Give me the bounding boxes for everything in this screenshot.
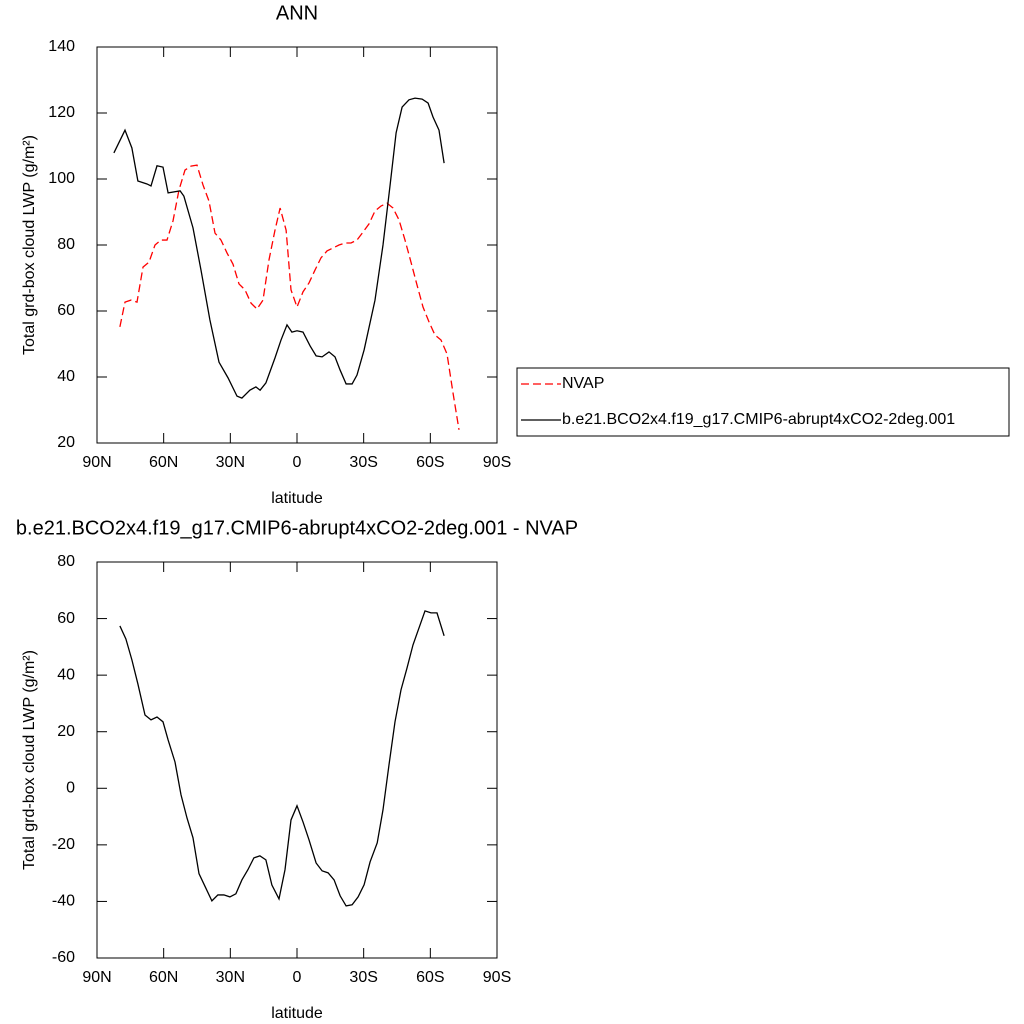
y-tick-label: 20 — [57, 723, 75, 740]
series-line — [119, 610, 445, 907]
chart-title: ANN — [276, 2, 318, 24]
x-tick-label: 90N — [82, 969, 111, 986]
y-tick-label: -40 — [52, 893, 75, 910]
y-tick-label: -60 — [52, 949, 75, 966]
legend-label: NVAP — [562, 375, 604, 392]
y-tick-label: 80 — [57, 553, 75, 570]
x-tick-label: 60S — [416, 454, 444, 471]
y-tick-label: 0 — [66, 780, 75, 797]
x-tick-label: 30N — [216, 454, 245, 471]
y-tick-label: -20 — [52, 836, 75, 853]
x-tick-label: 0 — [293, 454, 302, 471]
x-tick-label: 90S — [483, 454, 511, 471]
x-tick-label: 90N — [82, 454, 111, 471]
y-tick-label: 40 — [57, 666, 75, 683]
y-axis-label: Total grd-box cloud LWP (g/m²) — [21, 135, 38, 355]
x-tick-label: 0 — [293, 969, 302, 986]
legend-box — [516, 367, 1010, 437]
y-tick-label: 140 — [48, 38, 75, 55]
x-tick-label: 30S — [349, 454, 377, 471]
y-tick-label: 100 — [48, 170, 75, 187]
series-line — [113, 97, 445, 399]
y-axis-label: Total grd-box cloud LWP (g/m²) — [21, 650, 38, 870]
x-tick-label: 60S — [416, 969, 444, 986]
plot-frame — [96, 46, 498, 444]
legend-label: b.e21.BCO2x4.f19_g17.CMIP6-abrupt4xCO2-2… — [562, 411, 955, 428]
x-tick-label: 30S — [349, 969, 377, 986]
y-tick-label: 60 — [57, 302, 75, 319]
y-tick-label: 60 — [57, 610, 75, 627]
series-line — [119, 164, 460, 430]
x-tick-label: 60N — [149, 969, 178, 986]
x-tick-label: 90S — [483, 969, 511, 986]
y-tick-label: 40 — [57, 368, 75, 385]
x-axis-label: latitude — [271, 1005, 323, 1022]
y-tick-label: 80 — [57, 236, 75, 253]
x-tick-label: 30N — [216, 969, 245, 986]
x-tick-label: 60N — [149, 454, 178, 471]
y-tick-label: 20 — [57, 434, 75, 451]
chart-title: b.e21.BCO2x4.f19_g17.CMIP6-abrupt4xCO2-2… — [16, 517, 578, 539]
x-axis-label: latitude — [271, 490, 323, 507]
plot-frame — [96, 561, 498, 959]
y-tick-label: 120 — [48, 104, 75, 121]
